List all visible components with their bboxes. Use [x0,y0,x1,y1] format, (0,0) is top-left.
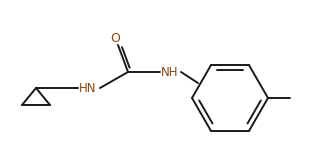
Text: HN: HN [79,81,97,94]
Text: NH: NH [161,66,179,78]
Text: O: O [110,32,120,45]
